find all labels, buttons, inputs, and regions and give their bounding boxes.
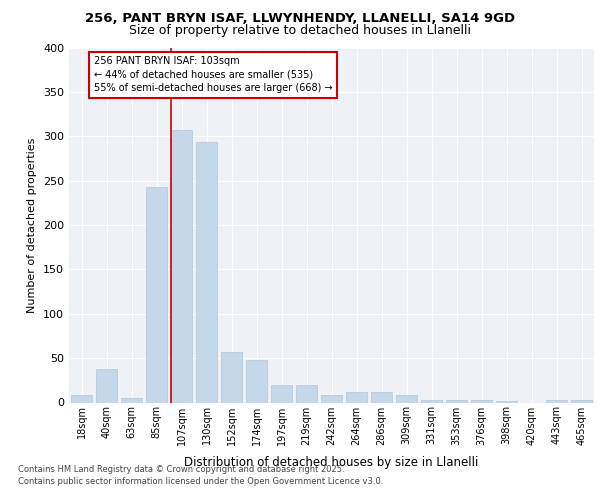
Text: Contains public sector information licensed under the Open Government Licence v3: Contains public sector information licen… xyxy=(18,477,383,486)
Bar xyxy=(496,400,517,402)
Y-axis label: Number of detached properties: Number of detached properties xyxy=(28,138,37,312)
Bar xyxy=(96,369,117,402)
Bar xyxy=(546,400,567,402)
X-axis label: Distribution of detached houses by size in Llanelli: Distribution of detached houses by size … xyxy=(184,456,479,469)
Bar xyxy=(246,360,267,403)
Text: Contains HM Land Registry data © Crown copyright and database right 2025.: Contains HM Land Registry data © Crown c… xyxy=(18,466,344,474)
Bar xyxy=(321,396,342,402)
Bar xyxy=(346,392,367,402)
Bar xyxy=(396,396,417,402)
Bar xyxy=(221,352,242,403)
Bar xyxy=(421,400,442,402)
Bar xyxy=(371,392,392,402)
Bar xyxy=(71,396,92,402)
Bar xyxy=(271,385,292,402)
Text: 256 PANT BRYN ISAF: 103sqm
← 44% of detached houses are smaller (535)
55% of sem: 256 PANT BRYN ISAF: 103sqm ← 44% of deta… xyxy=(94,56,332,93)
Bar xyxy=(171,130,192,402)
Bar xyxy=(196,142,217,402)
Bar xyxy=(446,400,467,402)
Bar xyxy=(296,385,317,402)
Text: Size of property relative to detached houses in Llanelli: Size of property relative to detached ho… xyxy=(129,24,471,37)
Bar xyxy=(121,398,142,402)
Bar xyxy=(471,400,492,402)
Bar xyxy=(571,400,592,402)
Bar xyxy=(146,187,167,402)
Text: 256, PANT BRYN ISAF, LLWYNHENDY, LLANELLI, SA14 9GD: 256, PANT BRYN ISAF, LLWYNHENDY, LLANELL… xyxy=(85,12,515,26)
